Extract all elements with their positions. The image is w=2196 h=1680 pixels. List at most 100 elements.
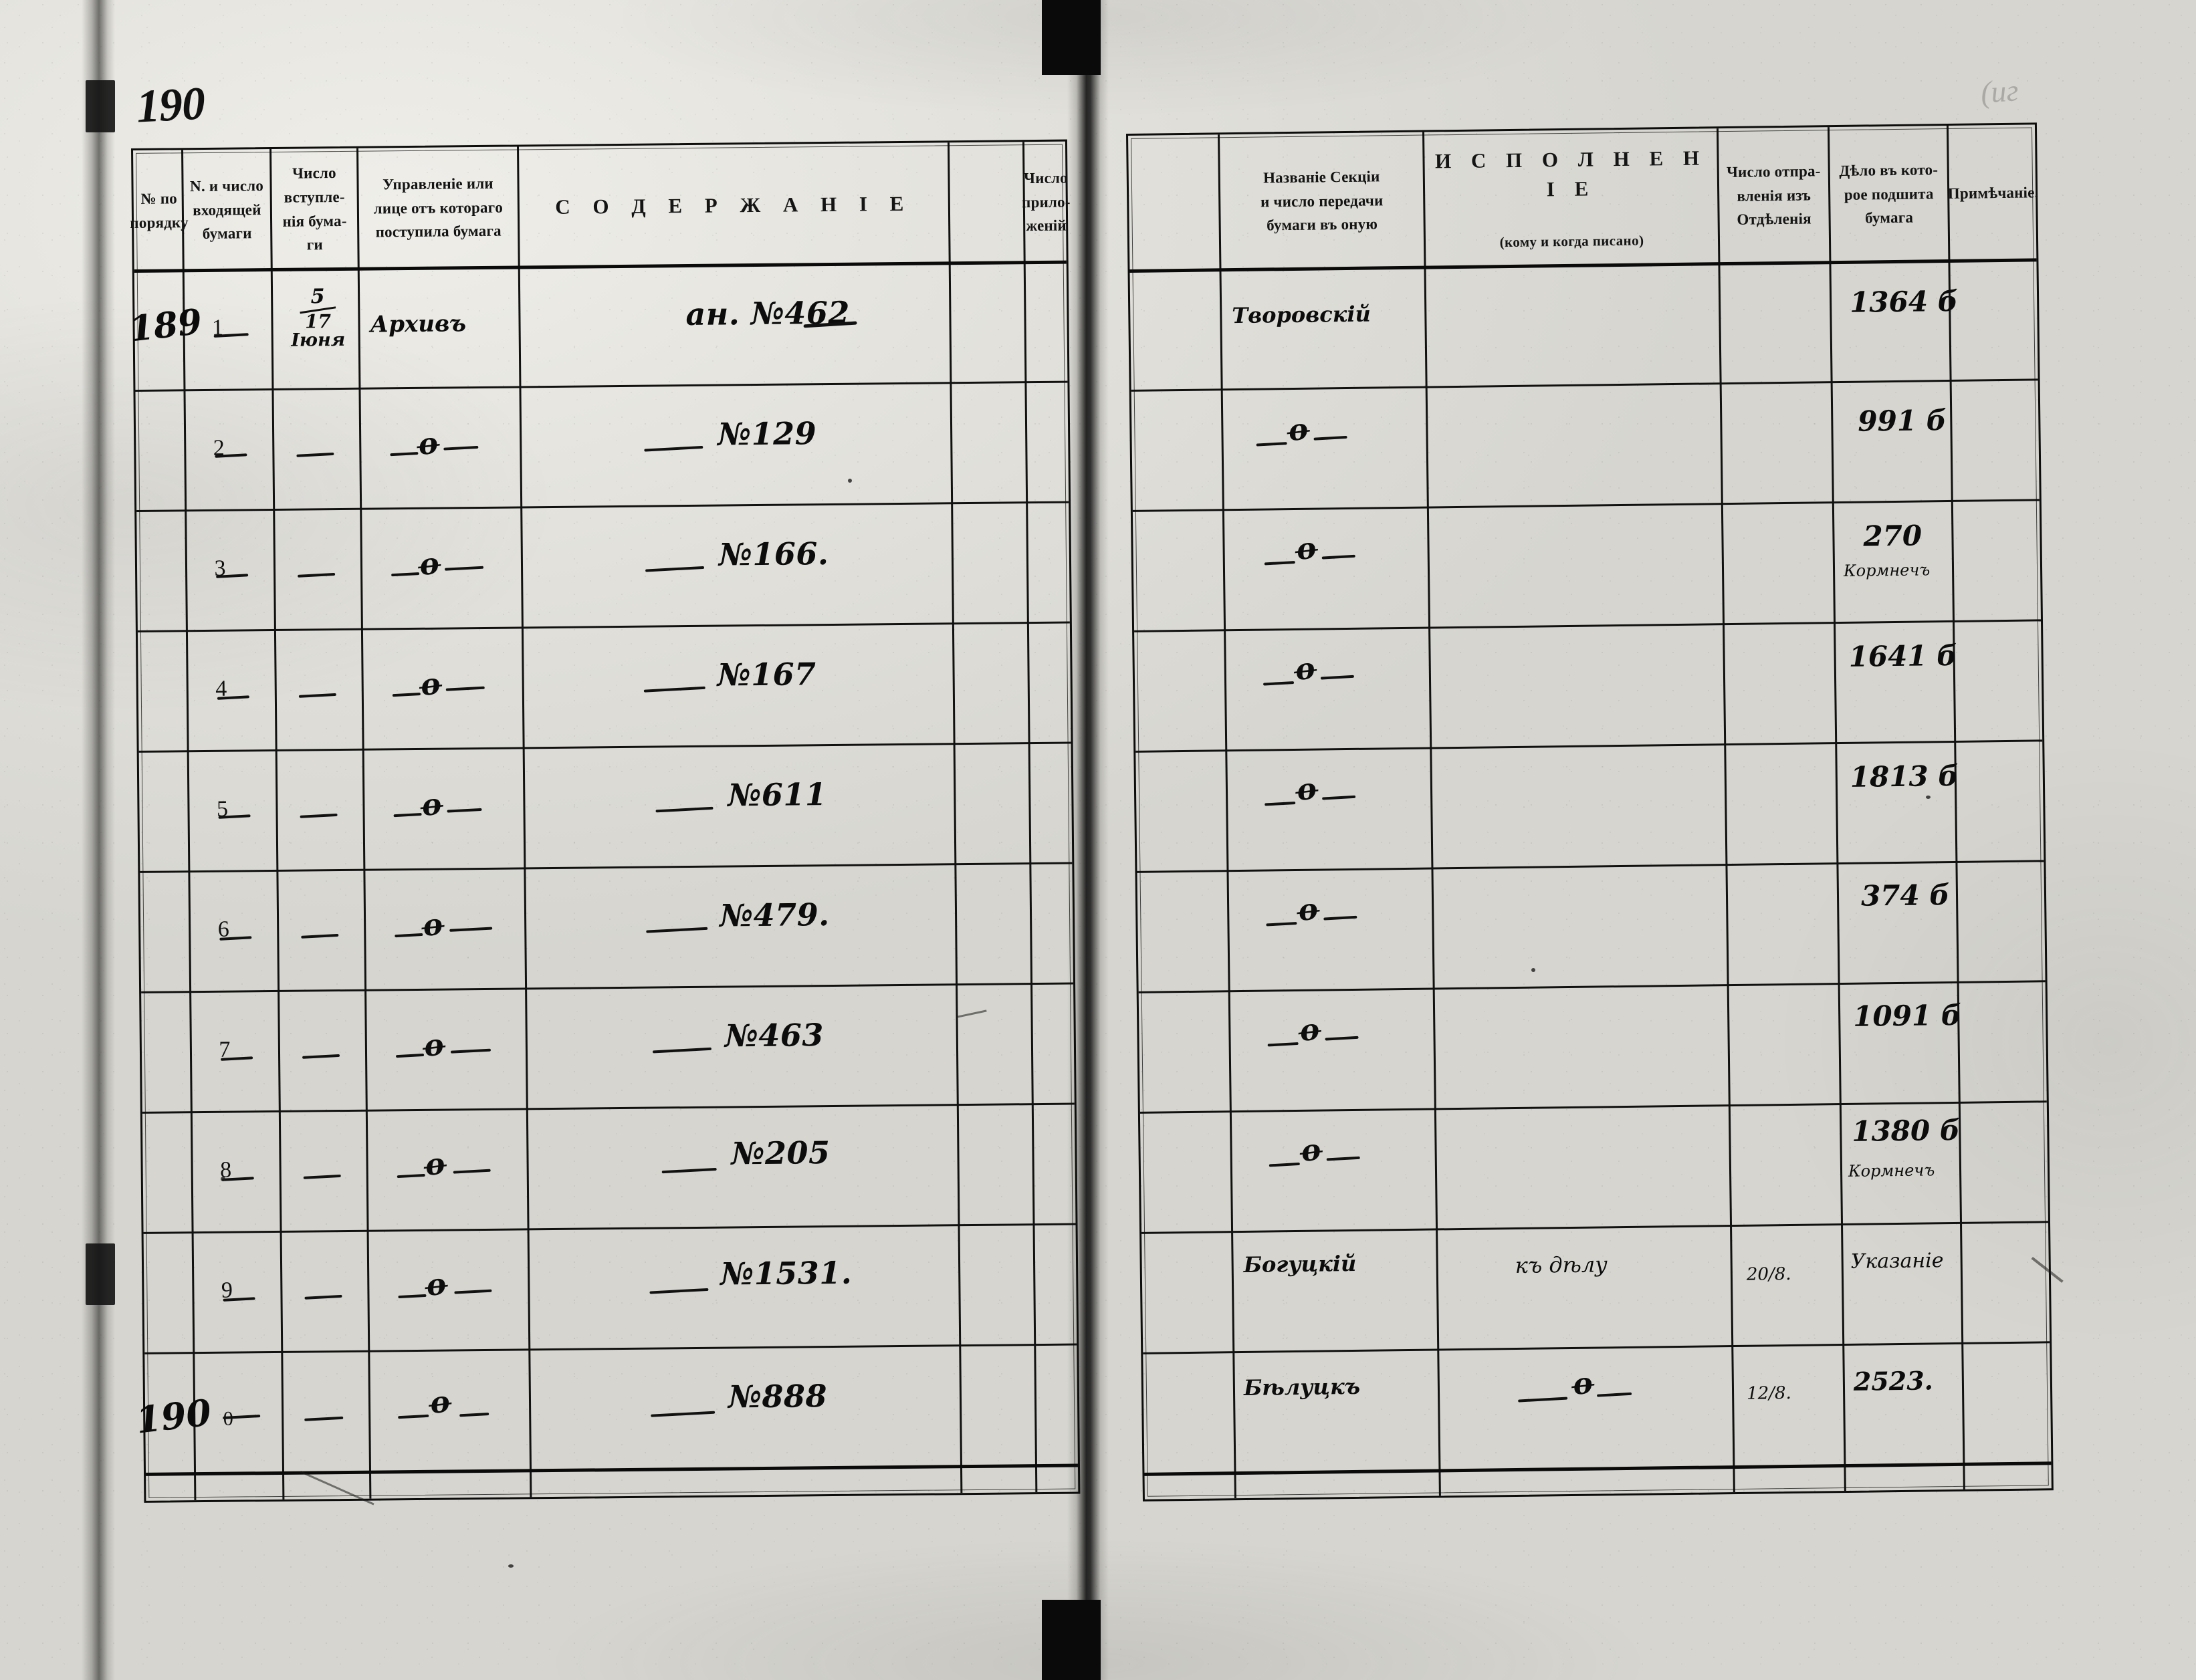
row-rule-9: [144, 1343, 1077, 1354]
row-2-file-no: 991 б: [1858, 404, 1947, 438]
row-2-section-ditto: ꝋ: [1285, 412, 1312, 449]
row-4-section-ditto: ꝋ: [1291, 650, 1319, 688]
rrow-rule-3: [1134, 619, 2042, 632]
col-rule-dispatch: [1716, 128, 1735, 1493]
col-rule-enclosures: [1022, 142, 1038, 1493]
rrow-rule-1: [1131, 378, 2038, 392]
col-rule-order: [181, 150, 197, 1501]
page-number: 190: [135, 78, 206, 133]
col-rule-date: [356, 148, 372, 1499]
row-8-section-ditto: ꝋ: [1297, 1132, 1325, 1169]
row-4-contents: №167: [717, 656, 816, 693]
header-source: Управленiе или лице отъ которагo поступи…: [373, 174, 504, 241]
row-9-file-no: Указанiе: [1850, 1249, 1944, 1274]
ink-fleck: [221, 1177, 225, 1181]
row-7-date-dash: [302, 1054, 340, 1059]
row-6-file-no: 374 б: [1860, 878, 1950, 913]
row-9-source-ditto: ꝋ: [423, 1266, 449, 1304]
row-10-year-mark: 190: [133, 1391, 214, 1442]
rrow-rule-6: [1138, 980, 2046, 993]
rrow-rule-8: [1141, 1221, 2049, 1234]
row-rule-6: [141, 982, 1074, 993]
row-8-file-note: Кормнечъ: [1848, 1161, 1935, 1181]
row-9-date-dash: [304, 1294, 342, 1300]
row-4-file-no: 1641 б: [1848, 638, 1957, 673]
header-incoming-no: N. и число входящей бумаги: [189, 177, 264, 243]
row-8-file-no: 1380 б: [1852, 1113, 1961, 1148]
row-8-source-ditto: ꝋ: [421, 1146, 449, 1183]
row-9-execution: къ дѣлу: [1515, 1251, 1608, 1279]
faint-corner-mark: (иг: [1979, 73, 2019, 110]
ink-fleck: [848, 479, 852, 483]
row-5-contents: №611: [728, 776, 827, 814]
row-1-entry-date: 5 17 Iюня: [291, 285, 346, 351]
row-3-source-ditto: ꝋ: [416, 546, 443, 583]
row-2-date-dash: [296, 452, 334, 457]
rrow-rule-7: [1139, 1100, 2047, 1114]
row-rule-2: [136, 501, 1069, 512]
header-entry-date: Число вступле- нiя бума- ги: [282, 164, 347, 253]
header-dispatch-date: Число отпра- вленiя изъ Отдѣленiя: [1726, 162, 1821, 229]
header-execution: И С П О Л Н Е Н І Е (кому и когда писано…: [1434, 146, 1707, 251]
row-9-contents: №1531.: [720, 1254, 853, 1292]
ink-fleck: [1926, 796, 1931, 799]
gutter-tab-top: [1042, 0, 1101, 75]
row-6-date-dash: [301, 933, 339, 939]
col-rule-incoming: [269, 148, 285, 1499]
left-page-table-sheet: № по порядку N. и число входящей бумаги …: [127, 139, 1081, 1503]
row-3-contents: №166.: [718, 535, 829, 573]
row-4-date-dash: [298, 693, 336, 698]
binding-fold-blob-top: [86, 80, 115, 132]
row-6-source-ditto: ꝋ: [419, 907, 446, 944]
row-rule-10: [146, 1463, 1078, 1476]
right-page-table-sheet: Названiе Секцiи и число передачи бумаги …: [1126, 122, 2054, 1502]
row-5-date-dash: [300, 813, 338, 818]
row-2-source-ditto: ꝋ: [415, 425, 441, 463]
row-7-section-ditto: ꝋ: [1296, 1011, 1323, 1049]
col-rule-remarks: [1946, 125, 1965, 1489]
row-5-source-ditto: ꝋ: [418, 786, 445, 824]
ink-fleck: [508, 1564, 514, 1568]
row-rule-3: [137, 621, 1070, 632]
header-section: Названiе Секцiи и число передачи бумаги …: [1260, 168, 1384, 234]
row-6-section-ditto: ꝋ: [1295, 891, 1321, 929]
row-8-date-dash: [303, 1174, 341, 1179]
col-rule-file: [1827, 127, 1846, 1491]
col-rule-contents: [947, 142, 963, 1493]
row-3-file-note: Кормнечъ: [1843, 560, 1931, 580]
rrow-rule-4: [1135, 739, 2043, 753]
row-10-dispatch-date: 12/8.: [1746, 1383, 1791, 1404]
row-4-source-ditto: ꝋ: [417, 666, 444, 703]
row-8-contents: №205: [731, 1134, 831, 1172]
row-9-dispatch-date: 20/8.: [1746, 1264, 1791, 1285]
row-7-contents: №463: [724, 1017, 825, 1054]
row-7-file-no: 1091 б: [1852, 998, 1962, 1033]
row-9-section: Богуцкiй: [1243, 1250, 1357, 1278]
header-contents: С О Д Е Р Ж А Н І Е: [555, 191, 913, 219]
row-10-source-ditto: ꝋ: [427, 1384, 453, 1421]
rrow-rule-2: [1132, 499, 2040, 512]
row-1-file-no: 1364 б: [1849, 284, 1959, 319]
rrow-rule-9: [1143, 1341, 2050, 1354]
row-10-file-no: 2523.: [1853, 1365, 1934, 1397]
row-10-execution-ditto: ꝋ: [1569, 1365, 1596, 1403]
row-1-contents: ан. №462: [685, 294, 851, 333]
rrow-rule-10: [1144, 1461, 2052, 1476]
rrow-rule-5: [1137, 860, 2044, 873]
col-rule-section: [1218, 134, 1236, 1499]
header-enclosures: Число прило- женiй: [1021, 169, 1071, 235]
row-rule-1: [135, 380, 1068, 392]
ink-fleck: [1531, 968, 1535, 972]
row-1-source: Архивъ: [370, 310, 467, 338]
header-order-no: № по порядку: [130, 190, 189, 231]
header-remarks: Примѣчанie.: [1947, 184, 2039, 202]
row-5-section-ditto: ꝋ: [1293, 771, 1320, 808]
row-6-contents: №479.: [719, 896, 830, 934]
right-register-table: Названiе Секцiи и число передачи бумаги …: [1126, 122, 2054, 1502]
col-rule-execution: [1422, 132, 1441, 1496]
left-binding-fold: [82, 0, 115, 1680]
row-1-year-mark: 189: [127, 301, 205, 350]
gutter-tab-bottom: [1042, 1600, 1101, 1680]
row-rule-5: [140, 862, 1073, 873]
